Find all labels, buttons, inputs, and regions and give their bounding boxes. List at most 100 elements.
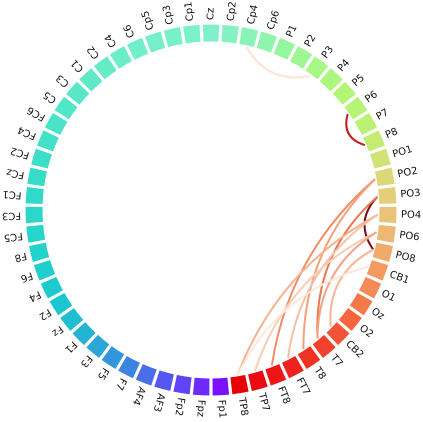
node-segment-fz	[58, 306, 85, 333]
node-segment-ft7	[280, 354, 306, 380]
node-segment-cp2	[220, 23, 241, 45]
node-label-p6: P6	[363, 89, 379, 105]
link-po4-tp8	[236, 213, 379, 376]
node-segment-p8	[361, 129, 387, 153]
node-segment-f2	[48, 291, 74, 317]
link-cb1-tp8	[236, 265, 369, 376]
node-label-p2: P2	[303, 33, 319, 49]
node-segment-po4	[378, 205, 398, 225]
node-segment-c1	[77, 66, 104, 93]
node-segment-f3	[84, 333, 111, 360]
node-label-cp2: Cp2	[226, 1, 239, 22]
node-label-po1: PO1	[391, 144, 414, 160]
node-label-po4: PO4	[401, 210, 422, 222]
node-segment-fc2	[29, 147, 54, 170]
node-label-fc4: FC4	[16, 124, 38, 142]
node-label-fc2: FC2	[9, 144, 30, 160]
node-label-f5: F5	[95, 365, 111, 381]
node-segment-fc6	[43, 111, 69, 137]
node-label-f6: F6	[19, 269, 34, 283]
node-label-cp1: Cp1	[183, 1, 196, 22]
node-segment-f7	[116, 354, 142, 380]
node-segment-o1	[357, 275, 383, 300]
node-label-fc1: FC1	[2, 188, 22, 200]
node-label-o1: O1	[379, 288, 397, 304]
node-segment-p2	[288, 44, 314, 71]
node-label-cp4: Cp4	[246, 4, 261, 26]
node-segment-p6	[343, 95, 369, 121]
node-segment-c5	[53, 95, 79, 121]
node-label-fc3: FC3	[2, 210, 21, 222]
node-label-ft8: FT8	[275, 385, 292, 406]
node-label-fz: Fz	[49, 323, 64, 338]
node-label-cp6: Cp6	[265, 9, 282, 31]
node-label-po8: PO8	[394, 250, 416, 265]
link-p6-p8	[345, 113, 366, 147]
node-segment-fcz	[26, 166, 49, 188]
node-segment-f8	[27, 241, 51, 264]
node-label-po2: PO2	[397, 166, 419, 181]
node-label-fp1: Fp1	[216, 399, 228, 418]
node-label-cb2: CB2	[343, 339, 365, 361]
node-segment-fpz	[191, 376, 211, 397]
node-label-cz: Cz	[206, 8, 217, 20]
node-ring	[24, 23, 398, 397]
link-po2-t8	[302, 178, 376, 350]
node-segment-fc4	[35, 129, 61, 153]
node-segment-fp1	[211, 376, 231, 397]
node-label-o2: O2	[357, 323, 375, 340]
node-label-c1: C1	[69, 57, 86, 74]
node-label-fc5: FC5	[3, 230, 23, 243]
node-segment-po8	[371, 241, 395, 264]
node-segment-cp4	[238, 25, 260, 49]
node-segment-cp3	[162, 25, 184, 49]
node-segment-c4	[108, 44, 134, 71]
node-label-fcz: FCz	[6, 166, 26, 180]
node-segment-c2	[92, 54, 118, 81]
node-label-p7: P7	[375, 107, 391, 123]
node-label-fc6: FC6	[25, 104, 47, 123]
link-po2-ft8	[270, 178, 376, 366]
node-label-tp7: TP7	[255, 391, 271, 413]
link-po6-tp7	[253, 231, 377, 372]
node-segment-cb1	[365, 258, 390, 282]
node-segment-t7	[311, 333, 338, 360]
node-label-f8: F8	[13, 250, 27, 264]
node-segment-po2	[373, 166, 396, 188]
node-label-cp3: Cp3	[161, 4, 176, 26]
node-segment-c3	[64, 80, 91, 107]
node-segment-cp5	[143, 30, 167, 54]
node-label-cp5: Cp5	[140, 9, 157, 31]
node-label-c4: C4	[103, 32, 119, 49]
node-label-ft7: FT7	[294, 376, 312, 397]
node-segment-f1	[71, 320, 97, 347]
node-label-f2: F2	[37, 306, 53, 322]
node-segment-po6	[375, 223, 397, 244]
node-label-f4: F4	[27, 288, 43, 303]
node-label-f7: F7	[113, 376, 128, 392]
node-segment-cz	[201, 23, 221, 43]
node-segment-p1	[272, 36, 297, 62]
node-segment-fc1	[24, 185, 45, 206]
link-p3-cp4	[245, 46, 311, 79]
node-label-p5: P5	[350, 73, 367, 89]
node-label-t8: T8	[311, 364, 328, 381]
node-label-c3: C3	[54, 72, 71, 89]
node-segment-cb2	[325, 320, 351, 347]
node-segment-f5	[100, 344, 126, 371]
node-segment-c6	[125, 36, 150, 62]
node-label-po6: PO6	[399, 230, 421, 244]
node-segment-f4	[39, 275, 65, 300]
node-label-po3: PO3	[400, 188, 421, 201]
node-segment-p3	[304, 54, 330, 81]
node-segment-ft8	[264, 362, 288, 387]
node-segment-po3	[377, 185, 398, 206]
node-label-f3: F3	[78, 353, 94, 369]
link-po8-cb2	[329, 248, 374, 327]
node-label-p8: P8	[384, 126, 400, 141]
node-segment-cp1	[181, 23, 202, 45]
node-label-oz: Oz	[369, 306, 386, 322]
node-label-f1: F1	[62, 339, 78, 355]
link-po4-ft7	[287, 213, 379, 359]
